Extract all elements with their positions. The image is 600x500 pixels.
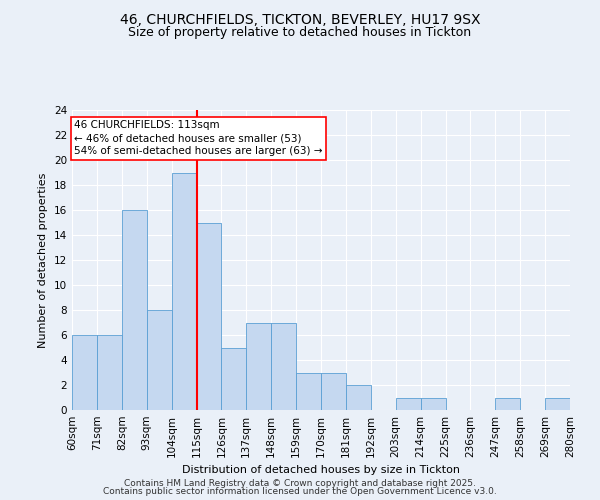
Text: 46, CHURCHFIELDS, TICKTON, BEVERLEY, HU17 9SX: 46, CHURCHFIELDS, TICKTON, BEVERLEY, HU1… [120, 12, 480, 26]
Bar [147, 310, 172, 410]
X-axis label: Distribution of detached houses by size in Tickton: Distribution of detached houses by size … [182, 466, 460, 475]
Bar [221, 348, 247, 410]
Y-axis label: Number of detached properties: Number of detached properties [38, 172, 49, 348]
Bar [197, 222, 221, 410]
Text: Size of property relative to detached houses in Tickton: Size of property relative to detached ho… [128, 26, 472, 39]
Bar [172, 172, 197, 410]
Bar [72, 335, 97, 410]
Bar [97, 335, 122, 410]
Text: 46 CHURCHFIELDS: 113sqm
← 46% of detached houses are smaller (53)
54% of semi-de: 46 CHURCHFIELDS: 113sqm ← 46% of detache… [74, 120, 323, 156]
Bar [496, 398, 520, 410]
Bar [296, 372, 321, 410]
Bar [396, 398, 421, 410]
Bar [421, 398, 445, 410]
Bar [271, 322, 296, 410]
Bar [545, 398, 570, 410]
Bar [247, 322, 271, 410]
Bar [321, 372, 346, 410]
Text: Contains public sector information licensed under the Open Government Licence v3: Contains public sector information licen… [103, 487, 497, 496]
Bar [346, 385, 371, 410]
Text: Contains HM Land Registry data © Crown copyright and database right 2025.: Contains HM Land Registry data © Crown c… [124, 478, 476, 488]
Bar [122, 210, 147, 410]
